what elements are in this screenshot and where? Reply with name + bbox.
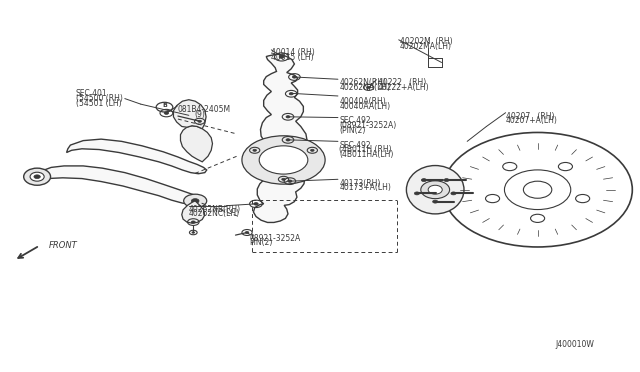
Text: B: B: [162, 103, 167, 108]
Circle shape: [191, 221, 195, 223]
Circle shape: [191, 199, 199, 203]
Text: 40202M  (RH): 40202M (RH): [400, 37, 452, 46]
Text: FRONT: FRONT: [49, 241, 77, 250]
Circle shape: [444, 179, 449, 182]
Polygon shape: [180, 126, 212, 162]
Text: 40040A(RH): 40040A(RH): [339, 97, 386, 106]
Polygon shape: [32, 166, 205, 205]
Circle shape: [414, 192, 419, 195]
Ellipse shape: [30, 172, 44, 181]
Ellipse shape: [406, 166, 464, 214]
Circle shape: [253, 202, 259, 205]
Text: 40222+A(LH): 40222+A(LH): [378, 83, 429, 92]
Text: 40262NA(LH): 40262NA(LH): [339, 83, 390, 92]
Text: (9): (9): [194, 110, 205, 119]
Text: 40262NC(LH): 40262NC(LH): [189, 209, 240, 218]
Ellipse shape: [421, 181, 450, 199]
Circle shape: [433, 200, 438, 203]
Text: PIN(2): PIN(2): [250, 238, 273, 247]
Text: 08921-3252A: 08921-3252A: [250, 234, 301, 243]
Text: (4B011H (RH): (4B011H (RH): [339, 145, 392, 154]
Circle shape: [289, 93, 293, 95]
Circle shape: [164, 112, 169, 115]
Text: SEC.492: SEC.492: [339, 141, 371, 150]
Circle shape: [282, 178, 285, 180]
Text: 40262NB(RH): 40262NB(RH): [189, 205, 241, 214]
Polygon shape: [182, 201, 205, 223]
Circle shape: [451, 192, 456, 195]
Text: 40207+A(LH): 40207+A(LH): [506, 116, 557, 125]
Circle shape: [367, 86, 371, 89]
Polygon shape: [67, 139, 207, 174]
Text: 081B4-2405M: 081B4-2405M: [178, 105, 231, 114]
Circle shape: [242, 136, 325, 184]
Ellipse shape: [24, 168, 51, 185]
Text: 40014 (RH): 40014 (RH): [271, 48, 315, 57]
Circle shape: [292, 76, 296, 78]
Text: 40222   (RH): 40222 (RH): [378, 78, 426, 87]
Text: (4B011HA(LH): (4B011HA(LH): [339, 150, 394, 159]
Text: 40262N(RH): 40262N(RH): [339, 78, 386, 87]
Circle shape: [253, 149, 257, 151]
Text: J400010W: J400010W: [556, 340, 595, 349]
Text: 40173+A(LH): 40173+A(LH): [339, 183, 391, 192]
Text: (08921-3252A): (08921-3252A): [339, 121, 396, 130]
Circle shape: [184, 194, 207, 208]
Circle shape: [286, 116, 290, 118]
Circle shape: [198, 120, 202, 122]
Text: SEC.401: SEC.401: [76, 89, 107, 98]
Ellipse shape: [428, 185, 442, 194]
Text: 40040AA(LH): 40040AA(LH): [339, 102, 390, 110]
Circle shape: [192, 232, 195, 233]
Text: (54501 (LH): (54501 (LH): [76, 99, 121, 108]
Polygon shape: [253, 54, 307, 222]
Text: SEC.492: SEC.492: [339, 116, 371, 125]
Circle shape: [245, 231, 249, 234]
Circle shape: [310, 149, 314, 151]
Text: 40173(RH): 40173(RH): [339, 179, 381, 187]
Text: 40207   (RH): 40207 (RH): [506, 112, 554, 121]
Circle shape: [279, 55, 284, 58]
Text: (PIN(2): (PIN(2): [339, 126, 365, 135]
Circle shape: [288, 180, 292, 182]
Circle shape: [259, 146, 308, 174]
Circle shape: [286, 139, 290, 141]
Polygon shape: [173, 100, 206, 129]
Circle shape: [34, 175, 40, 179]
Text: 40015 (LH): 40015 (LH): [271, 53, 314, 62]
Text: (54500 (RH): (54500 (RH): [76, 94, 122, 103]
Circle shape: [421, 179, 426, 182]
Text: 40202MA(LH): 40202MA(LH): [400, 42, 452, 51]
